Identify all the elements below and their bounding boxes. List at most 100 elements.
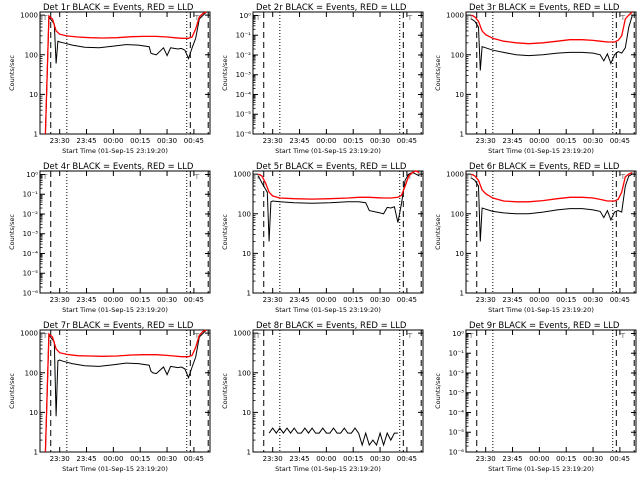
marker-glyph: ⊤ <box>468 14 474 22</box>
marker-glyph: ⊤ <box>255 173 261 181</box>
y-tick-label: 10⁰ <box>26 171 38 179</box>
lld-series-line <box>44 329 207 453</box>
y-tick-label: 1 <box>460 290 464 298</box>
detector-panel-8: Det 8r BLACK = Events, RED = LLD 1 10 100 10… <box>221 321 424 473</box>
y-tick-label: 10⁻⁵ <box>236 111 252 119</box>
y-tick-label: 100 <box>25 51 38 59</box>
y-axis-label: Counts/sec <box>8 214 16 250</box>
events-series-line <box>44 329 207 453</box>
y-tick-label: 10⁻⁶ <box>23 290 39 298</box>
x-tick-label: 00:30 <box>157 296 177 304</box>
y-tick-label: 100 <box>25 369 38 377</box>
events-series-line <box>44 11 207 135</box>
x-tick-label: 23:45 <box>289 137 309 145</box>
x-tick-label: 00:00 <box>529 296 549 304</box>
x-tick-label: 00:30 <box>157 137 177 145</box>
x-tick-label: 23:30 <box>476 296 496 304</box>
x-axis-label: Start Time (01-Sep-15 23:19:20) <box>275 306 381 314</box>
y-tick-label: 1000 <box>446 171 464 179</box>
panel-title: Det 1r BLACK = Events, RED = LLD <box>43 3 194 13</box>
y-tick-label: 1 <box>460 131 464 139</box>
x-tick-label: 00:30 <box>583 455 603 463</box>
x-tick-label: 00:00 <box>103 296 123 304</box>
x-axis-label: Start Time (01-Sep-15 23:19:20) <box>488 147 594 155</box>
y-tick-label: 1000 <box>20 12 38 20</box>
x-tick-label: 00:15 <box>130 296 150 304</box>
x-tick-label: 00:30 <box>583 296 603 304</box>
x-tick-label: 00:45 <box>610 455 630 463</box>
x-axis-label: Start Time (01-Sep-15 23:19:20) <box>275 465 381 473</box>
marker-glyph: ⊤ <box>42 14 48 22</box>
plot-frame <box>252 329 424 453</box>
y-tick-label: 10⁻⁵ <box>23 270 39 278</box>
y-axis-label: Counts/sec <box>8 373 16 409</box>
x-tick-label: 00:15 <box>130 455 150 463</box>
x-tick-label: 00:00 <box>103 455 123 463</box>
x-tick-label: 23:45 <box>289 296 309 304</box>
y-tick-label: 1000 <box>233 171 251 179</box>
x-tick-label: 23:30 <box>50 137 70 145</box>
plot-frame <box>39 11 211 135</box>
y-tick-label: 10⁻⁶ <box>449 449 465 457</box>
y-axis-label: Counts/sec <box>221 55 229 91</box>
panel-title: Det 6r BLACK = Events, RED = LLD <box>469 162 620 172</box>
lld-series-line <box>471 11 633 45</box>
x-tick-label: 00:30 <box>583 137 603 145</box>
y-tick-label: 10⁰ <box>452 330 464 338</box>
y-tick-label: 1 <box>247 290 251 298</box>
x-tick-label: 00:45 <box>610 137 630 145</box>
detector-panel-1: Det 1r BLACK = Events, RED = LLD 1 10 100 10… <box>8 3 211 155</box>
marker-glyph: ⊤ <box>620 332 626 340</box>
x-tick-label: 00:45 <box>397 455 417 463</box>
events-series-line <box>471 173 633 242</box>
x-tick-label: 00:00 <box>103 137 123 145</box>
panel-title: Det 3r BLACK = Events, RED = LLD <box>469 3 620 13</box>
marker-glyph: ⊤ <box>42 332 48 340</box>
x-tick-label: 23:30 <box>50 455 70 463</box>
y-tick-label: 10⁻³ <box>449 389 465 397</box>
y-tick-label: 100 <box>451 210 464 218</box>
marker-glyph: ⊤ <box>620 173 626 181</box>
marker-glyph: ⊤ <box>194 173 200 181</box>
x-tick-label: 23:30 <box>263 137 283 145</box>
marker-glyph: ⊤ <box>255 332 261 340</box>
y-tick-label: 10⁻² <box>236 51 252 59</box>
y-tick-label: 10⁻⁴ <box>236 91 252 99</box>
x-tick-label: 23:30 <box>476 455 496 463</box>
y-tick-label: 10⁻⁴ <box>449 409 465 417</box>
x-tick-label: 23:30 <box>263 296 283 304</box>
detector-panel-2: Det 2r BLACK = Events, RED = LLD 10⁻⁶ 10⁻⁵… <box>221 3 424 155</box>
detector-panel-4: Det 4r BLACK = Events, RED = LLD 10⁻⁶ 10⁻⁵… <box>8 162 211 314</box>
x-axis-label: Start Time (01-Sep-15 23:19:20) <box>62 306 168 314</box>
plot-frame <box>252 11 424 135</box>
panel-title: Det 4r BLACK = Events, RED = LLD <box>43 162 194 172</box>
x-tick-label: 23:45 <box>289 455 309 463</box>
y-tick-label: 1000 <box>446 12 464 20</box>
events-series-line <box>268 427 398 447</box>
x-axis-label: Start Time (01-Sep-15 23:19:20) <box>488 306 594 314</box>
y-axis-label: Counts/sec <box>8 55 16 91</box>
y-tick-label: 10⁻¹ <box>23 191 39 199</box>
x-tick-label: 00:00 <box>316 296 336 304</box>
y-tick-label: 1 <box>34 449 38 457</box>
y-axis-label: Counts/sec <box>434 55 442 91</box>
detector-panel-9: Det 9r BLACK = Events, RED = LLD 10⁻⁶ 10⁻⁵… <box>434 321 637 473</box>
marker-glyph: ⊤ <box>194 332 200 340</box>
x-axis-label: Start Time (01-Sep-15 23:19:20) <box>62 147 168 155</box>
plot-frame <box>465 329 637 453</box>
x-tick-label: 00:45 <box>397 296 417 304</box>
y-tick-label: 10 <box>455 91 464 99</box>
detector-panel-3: Det 3r BLACK = Events, RED = LLD 1 10 100 10… <box>434 3 637 155</box>
x-tick-label: 23:45 <box>502 455 522 463</box>
x-tick-label: 00:45 <box>610 296 630 304</box>
x-tick-label: 00:15 <box>343 137 363 145</box>
marker-glyph: ⊤ <box>42 173 48 181</box>
detector-panel-6: Det 6r BLACK = Events, RED = LLD 1 10 100 10… <box>434 162 637 314</box>
x-tick-label: 23:45 <box>76 296 96 304</box>
x-tick-label: 00:00 <box>529 455 549 463</box>
x-tick-label: 00:45 <box>184 455 204 463</box>
y-tick-label: 100 <box>238 210 251 218</box>
x-tick-label: 00:00 <box>316 137 336 145</box>
marker-glyph: ⊤ <box>194 14 200 22</box>
events-series-line <box>257 171 420 242</box>
